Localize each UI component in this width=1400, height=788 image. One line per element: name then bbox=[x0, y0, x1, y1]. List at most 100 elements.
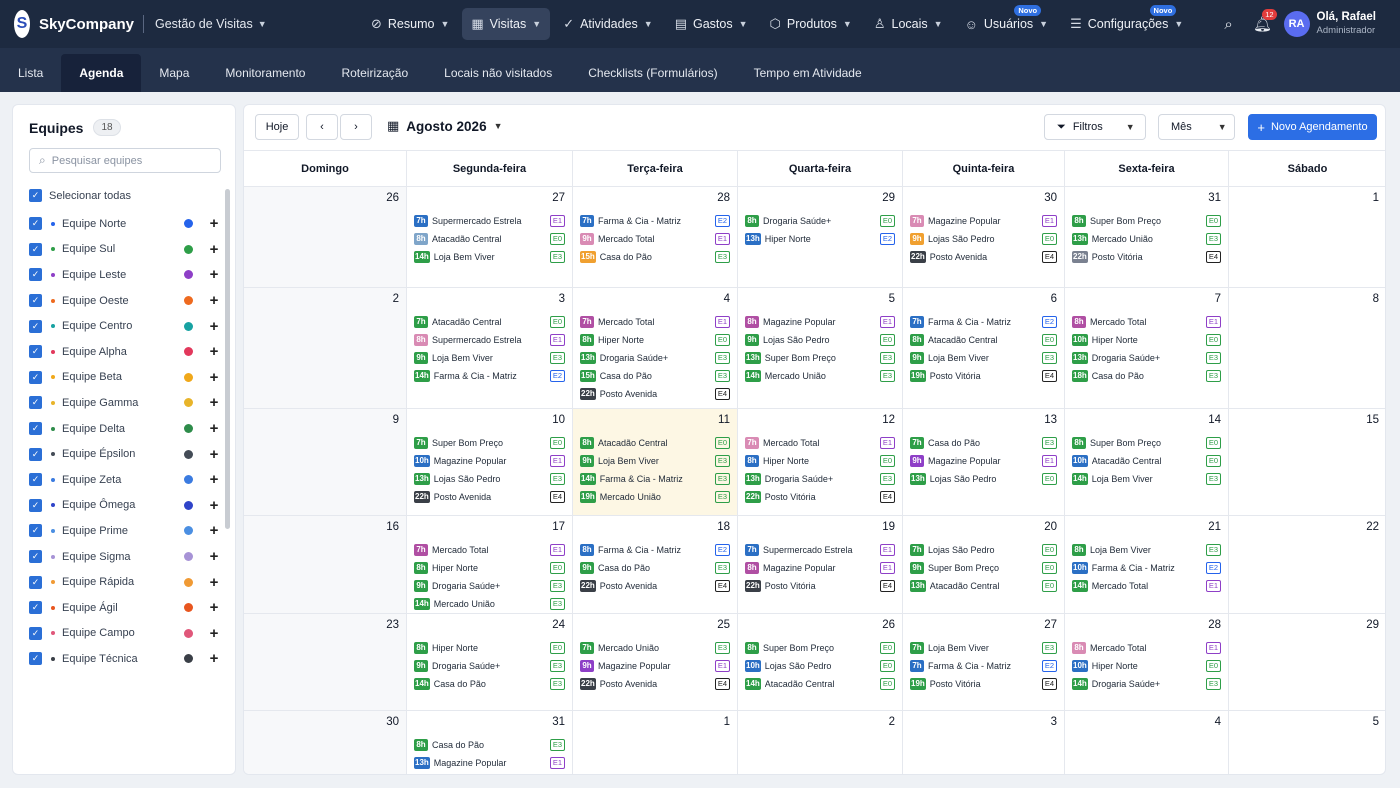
event[interactable]: 19h Posto Vitória E4 bbox=[910, 368, 1057, 383]
event[interactable]: 9h Lojas São Pedro E0 bbox=[745, 332, 895, 347]
checkbox-checked-icon[interactable]: ✓ bbox=[29, 498, 42, 512]
checkbox-checked-icon[interactable]: ✓ bbox=[29, 189, 42, 202]
day-cell[interactable]: 30 7h Magazine Popular E1 9h Lojas São Pedro E… bbox=[903, 186, 1065, 287]
day-cell[interactable]: 13 7h Casa do Pão E3 9h Magazine Popular E1 13h… bbox=[903, 408, 1065, 515]
checkbox-checked-icon[interactable]: ✓ bbox=[29, 217, 42, 231]
day-cell[interactable]: 27 7h Supermercado Estrela E1 8h Atacadão Cen… bbox=[407, 186, 573, 287]
previous-button[interactable]: ‹ bbox=[306, 114, 338, 140]
team-item[interactable]: ✓ Equipe Alpha + bbox=[29, 339, 219, 365]
event[interactable]: 22h Posto Avenida E4 bbox=[580, 578, 730, 593]
event[interactable]: 10h Atacadão Central E0 bbox=[1072, 453, 1221, 468]
day-cell[interactable]: 3 bbox=[903, 710, 1065, 774]
event[interactable]: 9h Magazine Popular E1 bbox=[580, 658, 730, 673]
checkbox-checked-icon[interactable]: ✓ bbox=[29, 575, 42, 589]
day-cell[interactable]: 5 8h Magazine Popular E1 9h Lojas São Pedro E0… bbox=[738, 287, 903, 408]
event[interactable]: 14h Casa do Pão E3 bbox=[414, 676, 565, 691]
event[interactable]: 8h Hiper Norte E0 bbox=[414, 560, 565, 575]
day-cell[interactable]: 31 8h Super Bom Preço E0 13h Mercado União E3 2… bbox=[1065, 186, 1229, 287]
day-cell[interactable]: 14 8h Super Bom Preço E0 10h Atacadão Central… bbox=[1065, 408, 1229, 515]
checkbox-checked-icon[interactable]: ✓ bbox=[29, 626, 42, 640]
day-cell[interactable]: 4 7h Mercado Total E1 8h Hiper Norte E0 13h Drog… bbox=[573, 287, 738, 408]
day-cell[interactable]: 28 8h Mercado Total E1 10h Hiper Norte E0 14h Dr… bbox=[1065, 613, 1229, 710]
add-team-button[interactable]: + bbox=[209, 522, 219, 540]
event[interactable]: 13h Hiper Norte E2 bbox=[745, 231, 895, 246]
event[interactable]: 7h Loja Bem Viver E3 bbox=[910, 640, 1057, 655]
team-item[interactable]: ✓ Equipe Centro + bbox=[29, 313, 219, 339]
event[interactable]: 18h Casa do Pão E3 bbox=[1072, 368, 1221, 383]
event[interactable]: 8h Super Bom Preço E0 bbox=[1072, 435, 1221, 450]
module-selector[interactable]: Gestão de Visitas ▼ bbox=[155, 17, 267, 31]
nav-item-7[interactable]: ☰ Configurações ▼ Novo bbox=[1061, 5, 1192, 40]
day-cell[interactable]: 2 bbox=[244, 287, 407, 408]
event[interactable]: 8h Mercado Total E1 bbox=[1072, 314, 1221, 329]
event[interactable]: 13h Lojas São Pedro E3 bbox=[414, 471, 565, 486]
event[interactable]: 22h Posto Vitória E4 bbox=[1072, 249, 1221, 264]
event[interactable]: 8h Farma & Cia - Matriz E2 bbox=[580, 542, 730, 557]
team-item[interactable]: ✓ Equipe Leste + bbox=[29, 262, 219, 288]
nav-item-3[interactable]: ▤ Gastos ▼ bbox=[666, 8, 757, 40]
event[interactable]: 13h Drogaria Saúde+ E3 bbox=[745, 471, 895, 486]
day-cell[interactable]: 8 bbox=[1229, 287, 1385, 408]
team-item[interactable]: ✓ Equipe Sul + bbox=[29, 237, 219, 263]
event[interactable]: 8h Super Bom Preço E0 bbox=[745, 640, 895, 655]
event[interactable]: 14h Farma & Cia - Matriz E2 bbox=[414, 368, 565, 383]
team-item[interactable]: ✓ Equipe Campo + bbox=[29, 621, 219, 647]
checkbox-checked-icon[interactable]: ✓ bbox=[29, 370, 42, 384]
checkbox-checked-icon[interactable]: ✓ bbox=[29, 422, 42, 436]
subnav-tab-3[interactable]: Monitoramento bbox=[225, 66, 306, 80]
event[interactable]: 8h Super Bom Preço E0 bbox=[1072, 213, 1221, 228]
checkbox-checked-icon[interactable]: ✓ bbox=[29, 447, 42, 461]
event[interactable]: 14h Loja Bem Viver E3 bbox=[414, 249, 565, 264]
team-item[interactable]: ✓ Equipe Prime + bbox=[29, 518, 219, 544]
team-item[interactable]: ✓ Equipe Oeste + bbox=[29, 288, 219, 314]
day-cell[interactable]: 6 7h Farma & Cia - Matriz E2 8h Atacadão Cent… bbox=[903, 287, 1065, 408]
team-item[interactable]: ✓ Equipe Ômega + bbox=[29, 493, 219, 519]
team-item[interactable]: ✓ Equipe Rápida + bbox=[29, 569, 219, 595]
event[interactable]: 9h Super Bom Preço E0 bbox=[910, 560, 1057, 575]
month-selector[interactable]: ▦ Agosto 2026 ▼ bbox=[387, 118, 503, 134]
nav-item-5[interactable]: ♙ Locais ▼ bbox=[865, 8, 952, 40]
event[interactable]: 14h Loja Bem Viver E3 bbox=[1072, 471, 1221, 486]
event[interactable]: 9h Lojas São Pedro E0 bbox=[910, 231, 1057, 246]
event[interactable]: 19h Mercado União E3 bbox=[580, 489, 730, 504]
add-team-button[interactable]: + bbox=[209, 471, 219, 489]
event[interactable]: 9h Loja Bem Viver E3 bbox=[580, 453, 730, 468]
day-cell[interactable]: 20 7h Lojas São Pedro E0 9h Super Bom Preço E0… bbox=[903, 515, 1065, 613]
scrollbar[interactable] bbox=[225, 189, 230, 529]
day-cell[interactable]: 31 8h Casa do Pão E3 13h Magazine Popular E1 bbox=[407, 710, 573, 774]
day-cell[interactable]: 27 7h Loja Bem Viver E3 7h Farma & Cia - Matr… bbox=[903, 613, 1065, 710]
event[interactable]: 13h Magazine Popular E1 bbox=[414, 755, 565, 770]
event[interactable]: 7h Mercado União E3 bbox=[580, 640, 730, 655]
event[interactable]: 14h Drogaria Saúde+ E3 bbox=[1072, 676, 1221, 691]
day-cell[interactable]: 21 8h Loja Bem Viver E3 10h Farma & Cia - Mat… bbox=[1065, 515, 1229, 613]
event[interactable]: 7h Mercado Total E1 bbox=[414, 542, 565, 557]
event[interactable]: 9h Loja Bem Viver E3 bbox=[414, 350, 565, 365]
add-team-button[interactable]: + bbox=[209, 215, 219, 233]
event[interactable]: 22h Posto Vitória E4 bbox=[745, 489, 895, 504]
event[interactable]: 8h Atacadão Central E0 bbox=[910, 332, 1057, 347]
add-team-button[interactable]: + bbox=[209, 240, 219, 258]
add-team-button[interactable]: + bbox=[209, 573, 219, 591]
notifications-button[interactable]: 🔔︎ 12 bbox=[1248, 9, 1278, 39]
event[interactable]: 10h Lojas São Pedro E0 bbox=[745, 658, 895, 673]
event[interactable]: 13h Super Bom Preço E3 bbox=[745, 350, 895, 365]
day-cell[interactable]: 23 bbox=[244, 613, 407, 710]
team-search-input[interactable] bbox=[51, 154, 212, 167]
user-menu[interactable]: Olá, Rafael Administrador bbox=[1317, 11, 1376, 37]
event[interactable]: 22h Posto Vitória E4 bbox=[745, 578, 895, 593]
subnav-tab-0[interactable]: Lista bbox=[18, 66, 44, 80]
event[interactable]: 8h Drogaria Saúde+ E0 bbox=[745, 213, 895, 228]
event[interactable]: 9h Drogaria Saúde+ E3 bbox=[414, 658, 565, 673]
event[interactable]: 10h Hiper Norte E0 bbox=[1072, 658, 1221, 673]
day-cell[interactable]: 29 bbox=[1229, 613, 1385, 710]
brand[interactable]: S SkyCompany bbox=[14, 10, 134, 38]
team-item[interactable]: ✓ Equipe Beta + bbox=[29, 365, 219, 391]
checkbox-checked-icon[interactable]: ✓ bbox=[29, 242, 42, 256]
day-cell[interactable]: 24 8h Hiper Norte E0 9h Drogaria Saúde+ E3 14h C… bbox=[407, 613, 573, 710]
next-button[interactable]: › bbox=[340, 114, 372, 140]
checkbox-checked-icon[interactable]: ✓ bbox=[29, 473, 42, 487]
event[interactable]: 13h Drogaria Saúde+ E3 bbox=[580, 350, 730, 365]
add-team-button[interactable]: + bbox=[209, 599, 219, 617]
day-cell[interactable]: 1 bbox=[573, 710, 738, 774]
filters-button[interactable]: ⏷ Filtros ▼ bbox=[1044, 114, 1146, 140]
